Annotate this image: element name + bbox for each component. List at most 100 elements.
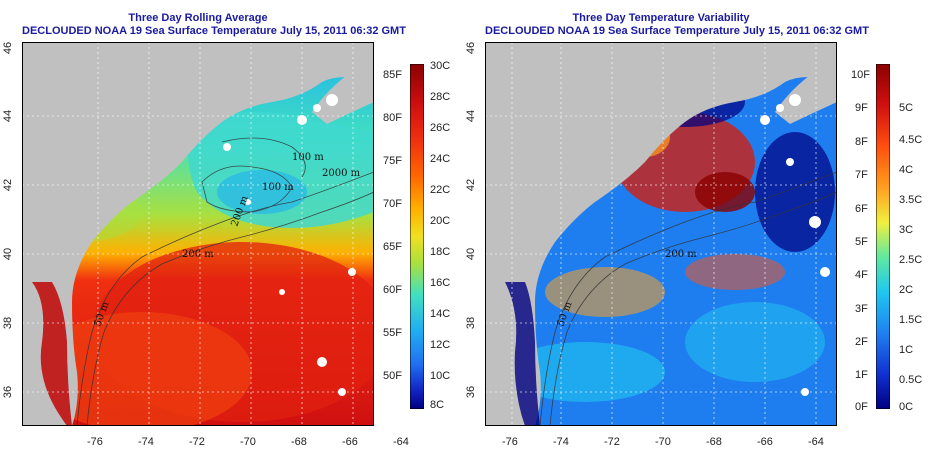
x-tick: -72 — [604, 436, 620, 448]
x-tick: -74 — [553, 436, 569, 448]
colorbar-c-label: 30C — [430, 60, 451, 72]
map-frame — [485, 42, 837, 426]
colorbar-f-label: 50F — [383, 370, 402, 382]
land-us-coast — [22, 42, 374, 426]
colorbar-c-label: 8C — [430, 399, 445, 411]
colorbar-c-label: 4C — [899, 164, 914, 176]
colorbar-f-label: 8F — [855, 136, 868, 148]
colorbar-f-label: 70F — [383, 198, 402, 210]
x-tick: -68 — [706, 436, 722, 448]
colorbar-f-label: 3F — [855, 303, 868, 315]
y-tick: 38 — [465, 316, 478, 330]
y-tick: 40 — [2, 247, 15, 261]
colorbar-c-label: 2C — [899, 284, 914, 296]
y-tick: 40 — [465, 247, 478, 261]
contour-label: 200 m — [182, 249, 214, 260]
bathymetry-contours — [539, 171, 837, 426]
colorbar-c-label: 0.5C — [899, 374, 923, 386]
right-colorbar — [876, 64, 890, 409]
x-tick: -72 — [189, 436, 205, 448]
contour-label: 100 m — [292, 152, 324, 163]
colorbar-f-label: 65F — [383, 241, 402, 253]
x-tick: -64 — [393, 436, 409, 448]
colorbar-f-label: 60F — [383, 284, 402, 296]
colorbar-c-label: 0C — [899, 401, 914, 413]
right-variability-map-svg: 200 m 50 m — [485, 42, 837, 426]
left-colorbar-svg — [410, 64, 424, 409]
left-sst-map: 100 m 100 m 2000 m 200 m 200 m 50 m — [22, 42, 374, 426]
y-tick: 42 — [465, 178, 478, 192]
colorbar-f-label: 4F — [855, 269, 868, 281]
colorbar-f-label: 6F — [855, 203, 868, 215]
land-us-coast — [485, 42, 837, 426]
left-title-line1: Three Day Rolling Average — [128, 12, 268, 24]
colorbar-f-label: 55F — [383, 327, 402, 339]
left-sst-map-svg: 100 m 100 m 2000 m 200 m 200 m 50 m — [22, 42, 374, 426]
coastal-bay-warm — [32, 282, 72, 426]
colorbar-c-label: 3.5C — [899, 194, 923, 206]
graticule — [485, 42, 837, 426]
x-tick: -74 — [138, 436, 154, 448]
colorbar-f-label: 7F — [855, 169, 868, 181]
colorbar-c-label: 22C — [430, 184, 451, 196]
right-colorbar-svg — [876, 64, 890, 409]
colorbar-c-label: 28C — [430, 91, 451, 103]
colorbar-c-label: 1C — [899, 344, 914, 356]
right-title: Three Day Temperature Variability DECLOU… — [485, 12, 869, 38]
colorbar-c-label: 24C — [430, 153, 451, 165]
bathymetry-contours — [76, 137, 374, 426]
contour-label: 200 m — [665, 249, 697, 260]
contour-label: 100 m — [262, 182, 294, 193]
colorbar-c-label: 4.5C — [899, 134, 923, 146]
contour-label: 2000 m — [322, 168, 361, 179]
colorbar-c-label: 2.5C — [899, 254, 923, 266]
y-tick: 38 — [2, 316, 15, 330]
y-tick: 46 — [465, 41, 478, 55]
x-tick: -76 — [87, 436, 103, 448]
x-tick: -76 — [502, 436, 518, 448]
x-tick: -70 — [240, 436, 256, 448]
colorbar-c-label: 5C — [899, 102, 914, 114]
colorbar-c-label: 3C — [899, 224, 914, 236]
colorbar-c-label: 12C — [430, 339, 451, 351]
x-tick: -64 — [808, 436, 824, 448]
colorbar-f-label: 0F — [855, 401, 868, 413]
right-variability-map: 200 m 50 m — [485, 42, 837, 426]
colorbar-f-label: 10F — [851, 69, 870, 81]
x-tick: -70 — [655, 436, 671, 448]
colorbar-f-label: 9F — [855, 102, 868, 114]
y-tick: 36 — [2, 385, 15, 399]
colorbar-c-label: 18C — [430, 246, 451, 258]
colorbar-c-label: 1.5C — [899, 314, 923, 326]
y-tick: 42 — [2, 178, 15, 192]
colorbar-c-label: 20C — [430, 215, 451, 227]
land-nova-scotia — [312, 60, 374, 124]
y-tick: 44 — [465, 109, 478, 123]
colorbar-f-label: 85F — [383, 69, 402, 81]
land-nova-scotia — [775, 60, 837, 124]
x-tick: -66 — [757, 436, 773, 448]
y-tick: 46 — [2, 41, 15, 55]
left-title-line2: DECLOUDED NOAA 19 Sea Surface Temperatur… — [22, 25, 406, 37]
colorbar-f-label: 80F — [383, 112, 402, 124]
x-tick: -66 — [342, 436, 358, 448]
right-title-line2: DECLOUDED NOAA 19 Sea Surface Temperatur… — [485, 25, 869, 37]
cloud-gaps — [223, 94, 356, 396]
y-tick: 36 — [465, 385, 478, 399]
colorbar-c-label: 16C — [430, 277, 451, 289]
colorbar-c-label: 26C — [430, 122, 451, 134]
colorbar-c-label: 10C — [430, 370, 451, 382]
y-tick: 44 — [2, 109, 15, 123]
map-frame — [22, 42, 374, 426]
left-colorbar — [410, 64, 424, 409]
left-title: Three Day Rolling Average DECLOUDED NOAA… — [22, 12, 406, 38]
right-title-line1: Three Day Temperature Variability — [572, 12, 750, 24]
colorbar-f-label: 75F — [383, 155, 402, 167]
x-tick: -68 — [291, 436, 307, 448]
graticule — [22, 42, 374, 426]
colorbar-c-label: 14C — [430, 308, 451, 320]
colorbar-f-label: 2F — [855, 336, 868, 348]
warm-patch — [32, 312, 252, 426]
colorbar-f-label: 1F — [855, 369, 868, 381]
colorbar-f-label: 5F — [855, 236, 868, 248]
